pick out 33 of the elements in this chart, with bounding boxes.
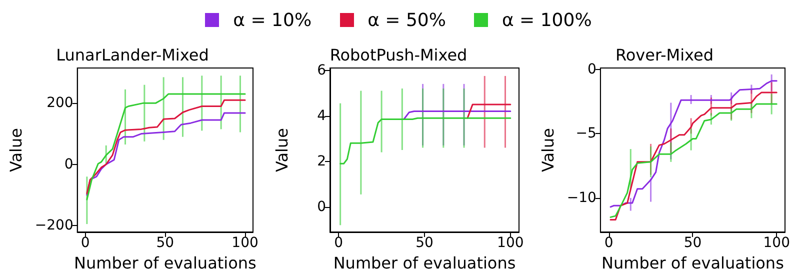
x-axis-title: Number of evaluations (74, 253, 256, 272)
legend-label: α = 10% (233, 10, 312, 30)
line-series (610, 80, 778, 208)
x-tick-label: 100 (497, 235, 524, 251)
chart-title: Rover-Mixed (615, 46, 714, 64)
y-tick-label: −10 (566, 190, 596, 206)
x-tick-label: 50 (416, 235, 434, 251)
y-tick-label: 0 (317, 198, 326, 215)
y-tick-label: 200 (46, 95, 74, 112)
y-tick-label: 4 (317, 108, 326, 124)
y-tick-label: −5 (576, 126, 596, 142)
y-axis-title: Value (272, 128, 292, 172)
x-tick-label: 50 (684, 235, 702, 251)
x-axis-title: Number of evaluations (333, 253, 516, 272)
legend-label: α = 100% (502, 10, 592, 30)
y-tick-label: −200 (34, 218, 74, 234)
legend-label: α = 50% (368, 10, 446, 30)
y-tick-label: 2 (317, 153, 326, 170)
y-tick-label: 6 (317, 62, 326, 78)
chart-title: RobotPush-Mixed (330, 46, 468, 64)
y-tick-label: 0 (64, 156, 74, 172)
chart-title: LunarLander-Mixed (56, 46, 209, 64)
x-tick-label: 100 (763, 235, 790, 251)
x-tick-label: 50 (156, 235, 174, 251)
x-axis-title: Number of evaluations (602, 253, 784, 272)
y-axis-title: Value (6, 128, 26, 172)
line-series (340, 117, 512, 164)
x-tick-label: 0 (604, 235, 614, 251)
x-tick-label: 0 (334, 235, 344, 251)
x-tick-label: 100 (232, 235, 258, 251)
y-axis-title: Value (538, 128, 558, 172)
x-tick-label: 0 (80, 235, 90, 251)
y-tick-label: 0 (588, 61, 596, 78)
